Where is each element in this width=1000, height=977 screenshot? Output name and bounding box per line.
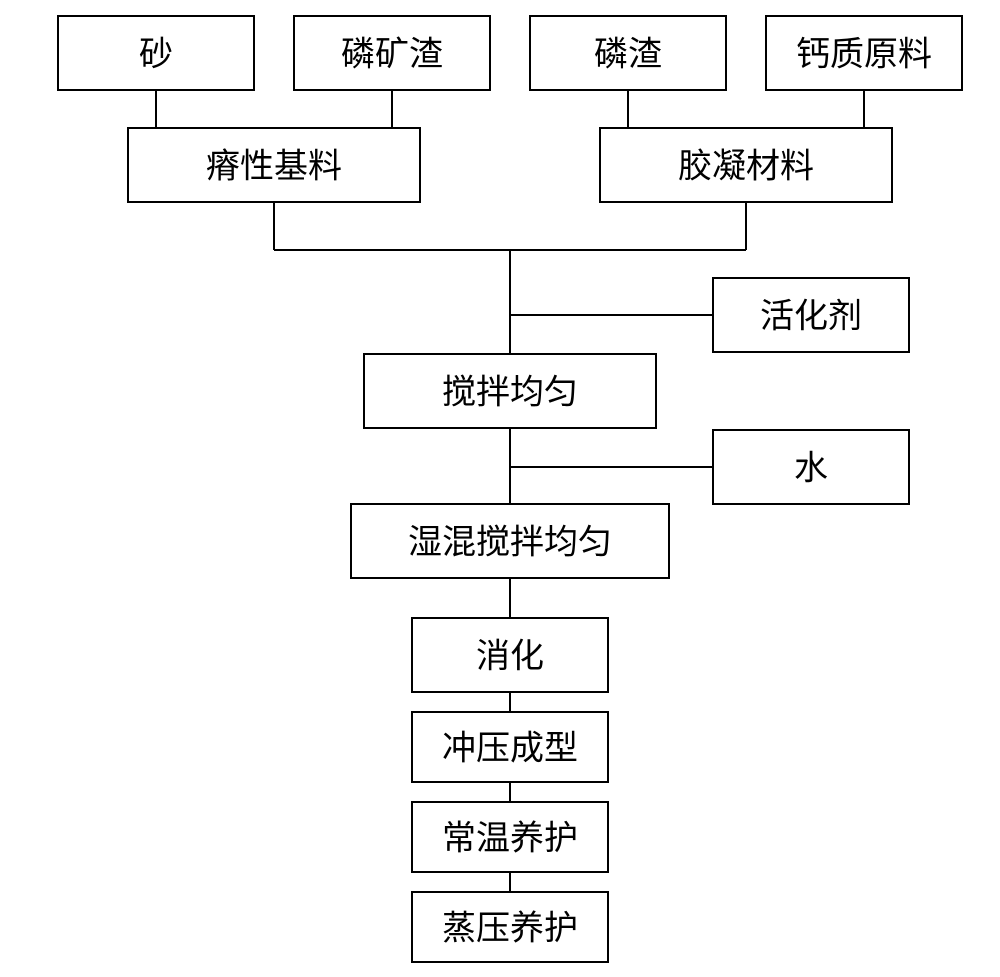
node-label-autoclave: 蒸压养护	[442, 910, 578, 948]
flowchart-diagram: 砂 磷矿渣 磷渣 钙质原料瘠性基料 胶凝材料活化剂搅拌均匀水湿混搅拌均匀消化冲压成型常温…	[0, 0, 1000, 977]
node-label-pz: 磷渣	[594, 36, 662, 74]
node-label-water: 水	[794, 451, 828, 488]
node-label-inert: 瘠性基料	[206, 148, 342, 186]
node-digest: 消化	[412, 618, 608, 692]
node-cure: 常温养护	[412, 802, 608, 872]
node-label-activator: 活化剂	[760, 298, 862, 336]
node-label-pkz: 磷矿渣	[341, 36, 443, 74]
node-label-cure: 常温养护	[442, 820, 578, 858]
node-label-digest: 消化	[476, 638, 544, 676]
node-label-mix1: 搅拌均匀	[442, 374, 578, 412]
node-water: 水	[713, 430, 909, 504]
node-activator: 活化剂	[713, 278, 909, 352]
node-binder: 胶凝材料	[600, 128, 892, 202]
node-label-ca: 钙质原料	[796, 36, 932, 74]
node-label-wetmix: 湿混搅拌均匀	[408, 524, 612, 562]
node-sand: 砂	[58, 16, 254, 90]
node-label-sand: 砂	[139, 36, 173, 74]
node-ca: 钙质原料	[766, 16, 962, 90]
node-autoclave: 蒸压养护	[412, 892, 608, 962]
node-pz: 磷渣	[530, 16, 726, 90]
node-wetmix: 湿混搅拌均匀	[351, 504, 669, 578]
node-label-binder: 胶凝材料	[678, 148, 814, 186]
node-pkz: 磷矿渣	[294, 16, 490, 90]
node-press: 冲压成型	[412, 712, 608, 782]
node-inert: 瘠性基料	[128, 128, 420, 202]
node-label-press: 冲压成型	[442, 730, 578, 768]
node-mix1: 搅拌均匀	[364, 354, 656, 428]
